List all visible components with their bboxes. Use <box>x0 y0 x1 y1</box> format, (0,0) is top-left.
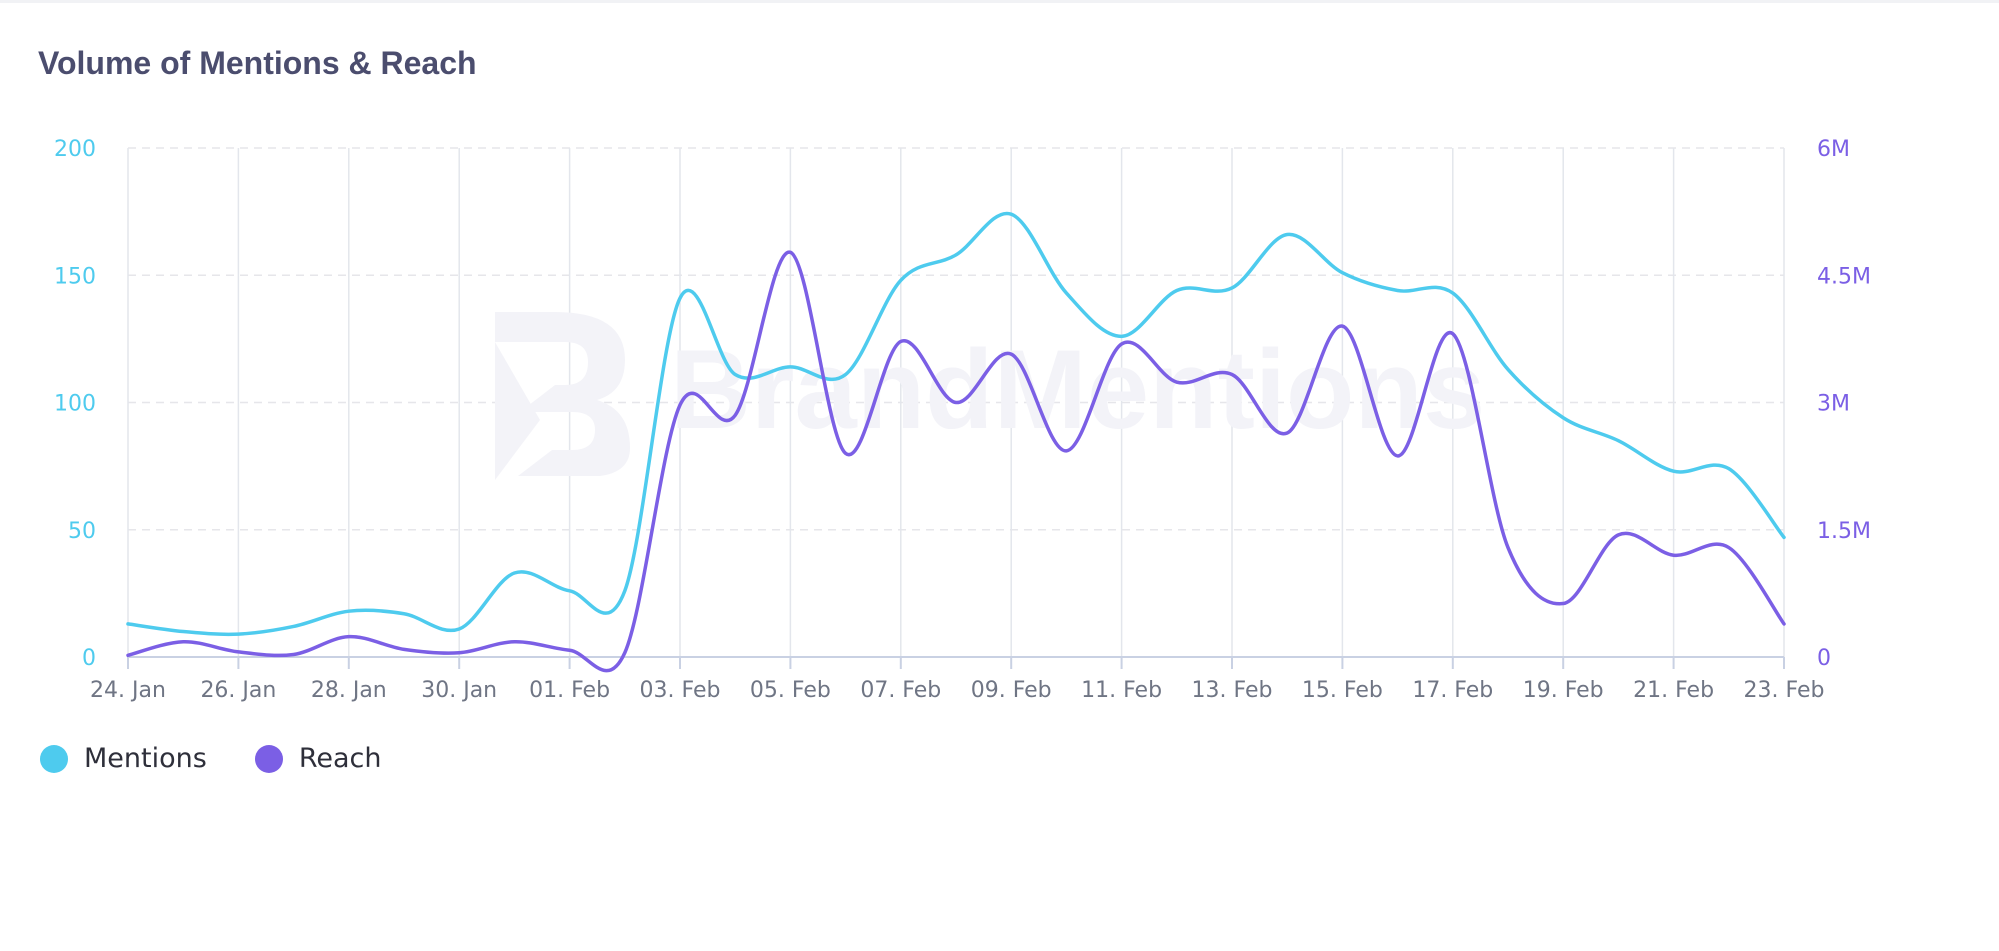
x-tick-label: 07. Feb <box>860 678 941 703</box>
series-line-reach <box>126 250 1786 673</box>
y-left-tick-label: 0 <box>82 646 96 671</box>
x-tick-label: 24. Jan <box>90 678 166 703</box>
x-tick-label: 19. Feb <box>1523 678 1604 703</box>
chart-title: Volume of Mentions & Reach <box>38 45 477 81</box>
y-left-tick-label: 100 <box>54 392 96 417</box>
x-axis-ticks: 24. Jan 26. Jan 28. Jan 30. Jan 01. Feb 03. F… <box>90 678 1824 703</box>
y-right-tick-label: 4.5M <box>1817 264 1871 289</box>
watermark-text: BrandMentions <box>670 327 1485 452</box>
legend-label-mentions: Mentions <box>84 743 207 774</box>
x-tick-label: 26. Jan <box>200 678 276 703</box>
x-tick-label: 15. Feb <box>1302 678 1383 703</box>
brand-watermark: BrandMentions <box>495 312 1485 480</box>
x-tick-label: 21. Feb <box>1633 678 1714 703</box>
legend: Mentions Reach <box>40 743 429 774</box>
x-tick-label: 28. Jan <box>311 678 387 703</box>
reach-dot-icon <box>254 744 283 773</box>
right-axis-ticks: 0 1.5M 3M 4.5M 6M <box>1817 137 1871 671</box>
y-right-tick-label: 1.5M <box>1817 519 1871 544</box>
x-tick-label: 13. Feb <box>1192 678 1273 703</box>
y-left-tick-label: 150 <box>54 264 96 289</box>
x-tick-label: 23. Feb <box>1744 678 1825 703</box>
x-tick-label: 09. Feb <box>971 678 1052 703</box>
legend-item-reach[interactable]: Reach <box>254 743 382 774</box>
mentions-dot-icon <box>40 744 68 773</box>
left-axis-ticks: 0 50 100 150 200 <box>54 137 96 671</box>
line-chart: BrandMentions 0 50 100 150 200 0 1.5M 3M 4.5M 6M… <box>54 137 1871 703</box>
y-right-tick-label: 3M <box>1817 392 1850 417</box>
x-tick-label: 11. Feb <box>1081 678 1162 703</box>
legend-item-mentions[interactable]: Mentions <box>40 743 207 774</box>
x-tick-label: 05. Feb <box>750 678 831 703</box>
top-border <box>0 0 1999 3</box>
x-tick-label: 01. Feb <box>529 678 610 703</box>
legend-label-reach: Reach <box>298 743 382 774</box>
series <box>126 211 1786 673</box>
y-right-tick-label: 6M <box>1817 137 1850 162</box>
axes <box>127 656 1785 669</box>
y-right-tick-label: 0 <box>1817 646 1831 671</box>
x-tick-label: 30. Jan <box>421 678 497 703</box>
y-left-tick-label: 50 <box>68 519 96 544</box>
grid <box>127 147 1785 657</box>
x-tick-label: 17. Feb <box>1412 678 1493 703</box>
y-left-tick-label: 200 <box>54 137 96 162</box>
series-line-mentions <box>126 211 1786 637</box>
x-tick-label: 03. Feb <box>640 678 721 703</box>
